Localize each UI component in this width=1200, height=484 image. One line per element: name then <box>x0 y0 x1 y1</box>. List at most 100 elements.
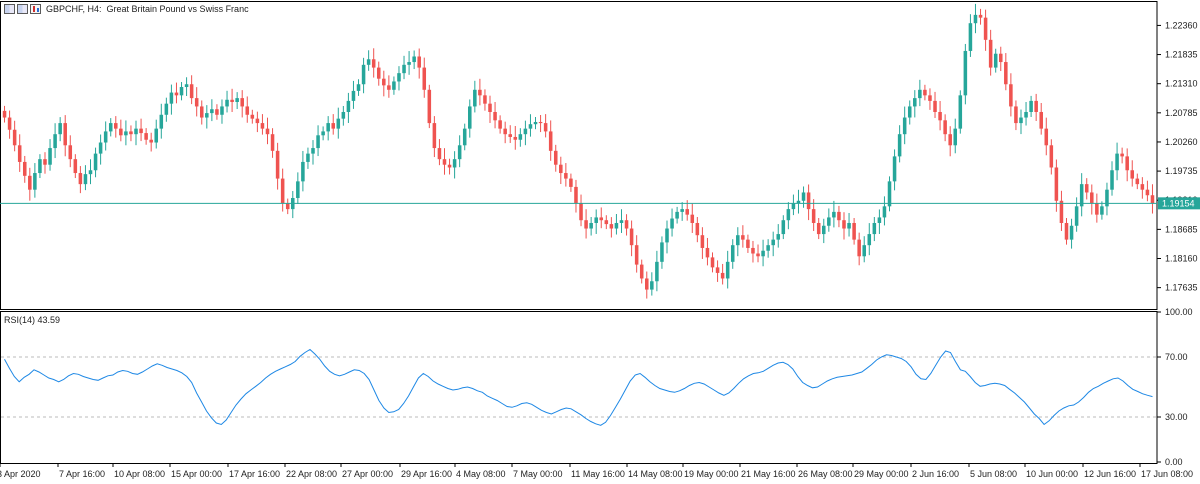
candle-bear <box>331 123 336 129</box>
candle-bull <box>1110 170 1114 190</box>
candle-bear <box>1125 156 1129 171</box>
candle-bull <box>892 156 897 182</box>
candle-bull <box>821 225 826 235</box>
candle-bear <box>382 78 386 86</box>
candle-bear <box>12 129 17 146</box>
candle-bull <box>83 174 88 185</box>
main-pane-border <box>0 1 1158 310</box>
candle-bull <box>665 228 669 243</box>
candle-bull <box>169 92 174 104</box>
candle-bear <box>624 220 629 229</box>
candle-bull <box>179 87 184 96</box>
rsi-layer <box>1 348 1157 426</box>
time-tick-label: 21 May 16:00 <box>741 469 796 479</box>
rsi-label: RSI(14) 43.59 <box>4 315 60 325</box>
candle-bull <box>301 161 305 182</box>
candle-bull <box>680 209 684 212</box>
candle-bear <box>998 53 1003 63</box>
axis-layer: 1.22360 1.21835 1.21310 1.20785 1.20260 1.197… <box>0 20 1200 479</box>
candle-bull <box>336 118 341 129</box>
candle-bear <box>260 123 265 129</box>
time-tick-label: 10 Jun 00:00 <box>1026 469 1078 479</box>
current-price-badge <box>1158 197 1200 210</box>
candle-bear <box>43 159 47 165</box>
candle-bear <box>1150 195 1155 204</box>
candle-bear <box>376 67 381 79</box>
candle-bull <box>766 245 770 251</box>
candle-bear <box>1034 100 1038 112</box>
price-tick-label: 1.17635 <box>1165 283 1198 293</box>
price-tick-label: 1.22360 <box>1165 20 1198 30</box>
candle-bull <box>205 113 209 118</box>
candle-bear <box>280 178 285 204</box>
candle-bull <box>220 106 224 115</box>
candle-bear <box>417 56 421 68</box>
time-tick-label: 17 Jun 08:00 <box>1141 469 1193 479</box>
candle-bull <box>397 73 401 82</box>
candle-bear <box>78 173 83 185</box>
candle-bear <box>599 217 604 221</box>
candle-bear <box>1145 189 1150 196</box>
candle-bear <box>695 222 700 236</box>
candle-bear <box>751 247 755 254</box>
candle-bear <box>285 203 290 210</box>
candle-bear <box>629 228 634 246</box>
candle-bull <box>48 148 52 165</box>
candle-bull <box>847 222 851 229</box>
candle-bull <box>154 128 159 143</box>
candle-bear <box>564 173 568 179</box>
time-tick-label: 12 Jun 16:00 <box>1084 469 1136 479</box>
candle-bear <box>371 59 376 68</box>
candle-bear <box>756 253 760 257</box>
candle-bear <box>437 148 442 160</box>
window-tile-icon[interactable] <box>4 4 15 14</box>
candle-bull <box>968 23 973 51</box>
candle-bear <box>255 118 260 124</box>
candle-bear <box>508 134 513 137</box>
current-price-label: 1.19154 <box>1162 198 1195 208</box>
time-tick-label: 29 May 00:00 <box>854 469 909 479</box>
candle-bear <box>199 106 204 118</box>
candle-bear <box>427 89 432 124</box>
candle-bear <box>634 245 639 265</box>
candle-bear <box>543 123 548 132</box>
candle-bear <box>478 89 482 96</box>
rsi-line <box>4 348 1153 426</box>
candle-bear <box>1135 178 1140 185</box>
candle-bear <box>1064 222 1069 240</box>
time-tick-label: 2 Jun 16:00 <box>912 469 959 479</box>
candle-bear <box>938 111 942 121</box>
time-tick-label: 14 May 08:00 <box>628 469 683 479</box>
price-tick-label: 1.19735 <box>1165 166 1198 176</box>
time-tick-label: 15 Apr 00:00 <box>171 469 222 479</box>
candle-bear <box>609 224 614 229</box>
candle-bull <box>366 59 371 65</box>
candle-bear <box>513 136 518 140</box>
candle-bull <box>523 128 528 135</box>
price-tick-label: 1.18685 <box>1165 224 1198 234</box>
candle-bull <box>963 50 968 96</box>
candle-bull <box>1105 189 1109 207</box>
candle-bear <box>215 109 219 115</box>
chart-bars-icon[interactable] <box>30 4 41 14</box>
candle-bear <box>574 186 578 204</box>
candle-bull <box>93 153 98 171</box>
candle-bull <box>918 89 922 99</box>
candle-bull <box>518 134 523 140</box>
candle-bull <box>407 62 411 65</box>
candle-bull <box>791 203 796 210</box>
candle-bull <box>321 131 325 136</box>
symbol-description: Great Britain Pound vs Swiss Franc <box>106 4 249 14</box>
window-list-icon[interactable] <box>17 4 28 14</box>
candle-bull <box>235 98 239 103</box>
candle-bear <box>569 178 573 187</box>
candle-bull <box>1019 117 1023 124</box>
candle-bear <box>806 192 811 210</box>
candle-bear <box>149 139 153 143</box>
candle-bear <box>923 89 927 96</box>
candle-bull <box>326 123 330 132</box>
candle-bear <box>447 164 452 168</box>
candle-bear <box>1090 192 1094 204</box>
candle-bear <box>129 131 133 135</box>
